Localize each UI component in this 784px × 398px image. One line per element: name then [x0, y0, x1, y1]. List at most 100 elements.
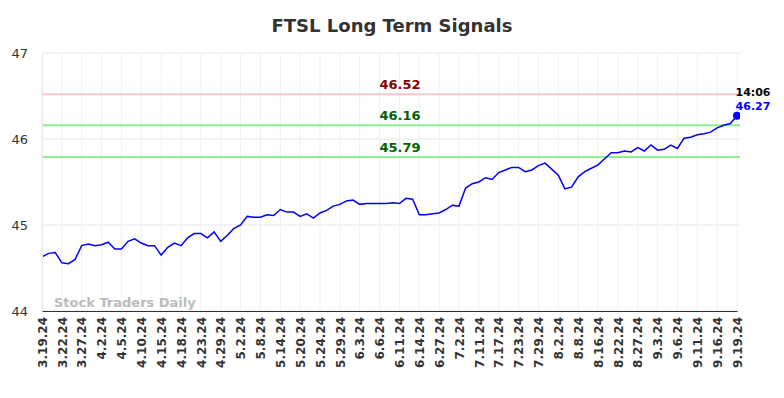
- y-tick: 44: [11, 304, 42, 319]
- x-tick-label: 5.29.24: [334, 317, 348, 368]
- x-tick-label: 7.29.24: [532, 317, 546, 368]
- title: FTSL Long Term Signals: [272, 15, 513, 36]
- x-tick: 9.11.24: [691, 311, 705, 368]
- y-axis: 44454647: [11, 46, 42, 319]
- grid-line-x: [61, 53, 62, 311]
- watermark: Stock Traders Daily: [54, 295, 196, 310]
- x-tick-label: 9.6.24: [671, 317, 685, 360]
- grid-line-x: [181, 53, 182, 311]
- plot-area: [42, 94, 740, 263]
- grid: [42, 53, 740, 311]
- x-tick: 4.2.24: [95, 311, 109, 360]
- grid-line-x: [200, 53, 201, 311]
- reference-label: 45.79: [379, 140, 420, 155]
- x-tick: 9.16.24: [711, 311, 725, 368]
- x-tick: 7.2.24: [453, 311, 467, 360]
- x-tick: 6.14.24: [413, 311, 427, 368]
- x-tick: 4.29.24: [214, 311, 228, 368]
- grid-line-x: [677, 53, 678, 311]
- x-tick-label: 8.22.24: [612, 317, 626, 368]
- x-tick-label: 8.16.24: [592, 317, 606, 368]
- grid-line-x: [81, 53, 82, 311]
- x-tick: 8.16.24: [592, 311, 606, 368]
- x-tick: 8.22.24: [612, 311, 626, 368]
- x-tick-label: 7.2.24: [453, 317, 467, 360]
- x-tick-label: 8.8.24: [572, 317, 586, 360]
- x-tick: 4.23.24: [195, 311, 209, 368]
- x-tick: 5.14.24: [274, 311, 288, 368]
- x-tick-label: 8.27.24: [631, 317, 645, 368]
- grid-line-x: [101, 53, 102, 311]
- grid-line-x: [280, 53, 281, 311]
- x-tick: 7.17.24: [492, 311, 506, 368]
- x-tick-label: 5.20.24: [294, 317, 308, 368]
- grid-line-x: [578, 53, 579, 311]
- x-tick: 7.23.24: [512, 311, 526, 368]
- x-tick-label: 8.2.24: [552, 317, 566, 360]
- grid-line-x: [359, 53, 360, 311]
- x-tick-label: 5.24.24: [314, 317, 328, 368]
- grid-line-x: [558, 53, 559, 311]
- x-tick: 7.29.24: [532, 311, 546, 368]
- x-tick-label: 4.10.24: [135, 317, 149, 368]
- reference-line: [42, 156, 740, 158]
- x-tick-label: 6.6.24: [373, 317, 387, 360]
- x-tick-label: 4.2.24: [95, 317, 109, 360]
- grid-line-x: [518, 53, 519, 311]
- x-tick-label: 5.14.24: [274, 317, 288, 368]
- y-tick: 46: [11, 132, 42, 147]
- x-tick-label: 7.23.24: [512, 317, 526, 368]
- grid-line-x: [300, 53, 301, 311]
- grid-line-x: [637, 53, 638, 311]
- price-line: [42, 116, 737, 264]
- grid-line-x: [697, 53, 698, 311]
- x-axis: 3.19.243.22.243.27.244.2.244.5.244.10.24…: [36, 311, 745, 368]
- x-tick-label: 6.3.24: [353, 317, 367, 360]
- x-tick: 6.3.24: [353, 311, 367, 360]
- x-tick-label: 7.17.24: [492, 317, 506, 368]
- x-tick: 5.20.24: [294, 311, 308, 368]
- x-tick-label: 4.29.24: [214, 317, 228, 368]
- x-tick: 4.18.24: [175, 311, 189, 368]
- x-tick: 5.2.24: [234, 311, 248, 360]
- x-tick: 3.19.24: [36, 311, 50, 368]
- grid-line-x: [320, 53, 321, 311]
- x-tick-label: 9.3.24: [651, 317, 665, 360]
- grid-line-y: [42, 225, 740, 226]
- x-tick: 3.27.24: [75, 311, 89, 368]
- x-tick-label: 5.8.24: [254, 317, 268, 360]
- y-axis-line: [42, 54, 43, 312]
- y-tick-label: 44: [11, 304, 28, 319]
- x-tick-label: 9.16.24: [711, 317, 725, 368]
- grid-line-y: [42, 53, 740, 54]
- x-tick-label: 4.23.24: [195, 317, 209, 368]
- x-tick: 8.27.24: [631, 311, 645, 368]
- x-tick-label: 3.27.24: [75, 317, 89, 368]
- grid-line-x: [260, 53, 261, 311]
- grid-line-x: [459, 53, 460, 311]
- x-tick-label: 5.2.24: [234, 317, 248, 360]
- grid-line-x: [617, 53, 618, 311]
- x-tick: 8.2.24: [552, 311, 566, 360]
- grid-line-x: [141, 53, 142, 311]
- reference-label: 46.52: [379, 77, 420, 92]
- grid-line-x: [121, 53, 122, 311]
- last-time: 14:06: [735, 86, 770, 99]
- x-tick: 6.27.24: [433, 311, 447, 368]
- grid-line-x: [657, 53, 658, 311]
- x-tick-label: 6.11.24: [393, 317, 407, 368]
- reference-line: [42, 124, 740, 126]
- y-tick: 45: [11, 218, 42, 233]
- x-tick-label: 4.15.24: [155, 317, 169, 368]
- y-tick-label: 45: [11, 218, 28, 233]
- x-tick: 5.29.24: [334, 311, 348, 368]
- x-tick: 4.15.24: [155, 311, 169, 368]
- grid-line-x: [717, 53, 718, 311]
- x-tick-label: 3.19.24: [36, 317, 50, 368]
- x-tick-label: 4.18.24: [175, 317, 189, 368]
- x-tick: 5.8.24: [254, 311, 268, 360]
- x-tick: 6.6.24: [373, 311, 387, 360]
- grid-line-x: [161, 53, 162, 311]
- x-tick: 5.24.24: [314, 311, 328, 368]
- grid-line-y: [42, 311, 740, 312]
